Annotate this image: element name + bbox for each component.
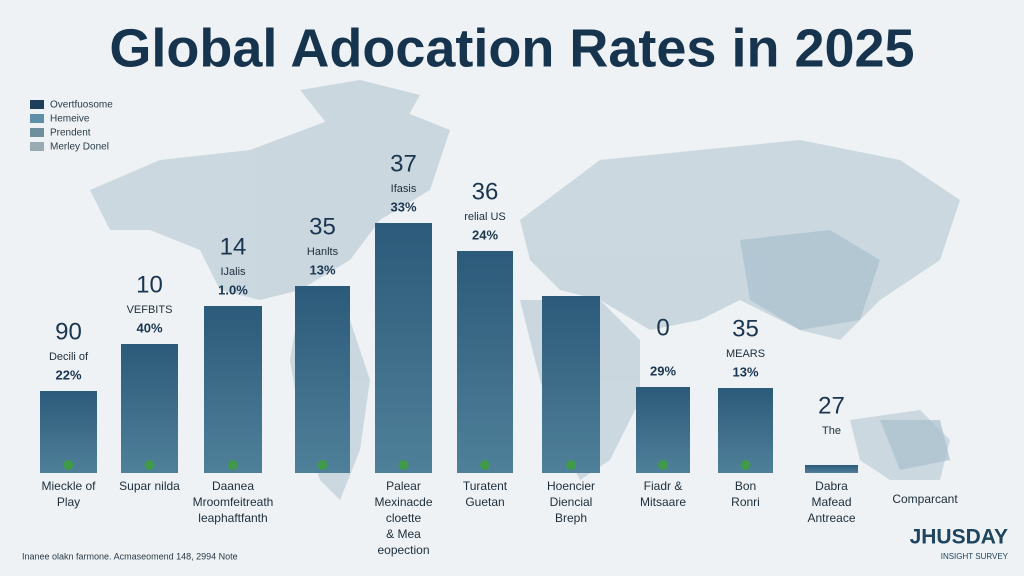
bar-number: 14 [220,233,247,260]
bar-label: Mroomfeitreath [193,495,274,509]
bar [457,251,513,473]
bar-icon [480,460,490,470]
map-shape [740,230,880,330]
side-label: Comparcant [892,492,958,506]
map-shape [880,420,950,470]
bar-label: Play [57,495,80,509]
brand-name: JHUSDAY [910,526,1008,549]
legend-swatch [30,114,44,123]
bar-caption: MEARS [726,348,765,360]
bar [805,465,858,473]
bar-percent: 1.0% [218,282,248,297]
bar-label: Diencial [550,495,593,509]
bar-label: Bon [735,479,756,493]
bar [636,387,690,473]
bar-icon [63,460,74,470]
bar-number: 35 [732,315,759,342]
bar-number: 37 [390,150,417,177]
bar-label: cloette [386,511,422,525]
bar-label: Turatent [463,479,508,493]
brand-tagline: INSIGHT SURVEY [941,552,1009,561]
bar-label: Breph [555,511,587,525]
bar-number: 10 [136,271,163,298]
bar-label: Guetan [465,495,504,509]
bar-caption: IJalis [220,266,246,278]
bar-number: 90 [55,318,82,345]
bar-label: Daanea [212,479,254,493]
legend-swatch [30,100,44,109]
bar-caption: Decili of [49,351,89,363]
bar-label: Supar nilda [119,479,180,493]
bar [295,286,350,473]
legend-swatch [30,142,44,151]
bar [121,344,178,473]
bar [718,388,773,473]
legend: Overtfuosome Hemeive Prendent Merley Donel [30,100,113,153]
bar-label: eopection [377,543,429,557]
bar-label: Mafead [811,495,851,509]
bar-label: Dabra [815,479,848,493]
map-shape [300,80,420,140]
bar-percent: 29% [650,363,676,378]
bar-label: Mitsaare [640,495,686,509]
map-shape [90,110,450,300]
bar-label: Hoencier [547,479,595,493]
legend-label: Prendent [50,128,91,139]
bar-caption: relial US [464,211,506,223]
bar-number: 0 [656,314,669,341]
bar-label: leaphaftfanth [198,511,267,525]
bar [40,391,97,473]
bar-label: Antreace [807,511,855,525]
bars: 90 Decili of 22% Mieckle of Play 10 VEFBITS 40%… [40,150,858,557]
bar-icon [398,460,409,470]
bar-caption: The [822,425,841,437]
bar-icon [144,460,155,470]
legend-label: Overtfuosome [50,100,113,111]
bar-icon [228,460,238,470]
bar-percent: 33% [390,199,416,214]
legend-swatch [30,128,44,137]
bar-icon [740,460,751,470]
bar-label: Ronri [731,495,760,509]
map-highlight [740,230,950,470]
bar-caption: Hanlts [307,246,339,258]
bar-percent: 24% [472,227,498,242]
bar-label: Fiadr & [644,479,683,493]
bar-percent: 13% [309,262,335,277]
bar-label: Mexinacde [374,495,432,509]
bar [375,223,432,473]
bar-icon [658,460,668,470]
bar-icon [317,460,328,470]
bar-label: Palear [386,479,421,493]
bar-caption: VEFBITS [127,304,173,316]
bar-number: 27 [818,392,845,419]
bar-label: Mieckle of [41,479,96,493]
title: Global Adocation Rates in 2025 [109,18,914,78]
legend-label: Merley Donel [50,142,109,153]
legend-label: Hemeive [50,114,90,125]
bar-percent: 40% [136,320,162,335]
bar-caption: Ifasis [391,183,417,195]
bar-label: & Mea [386,527,421,541]
bar-number: 35 [309,213,336,240]
bar-percent: 13% [732,364,758,379]
bar-number: 36 [472,178,499,205]
bar-percent: 22% [55,367,81,382]
bar-icon [566,460,576,470]
bar [542,296,600,473]
bar [204,306,262,473]
footer-note: Inanee olakn farmone. Acmaseomend 148, 2… [22,551,238,561]
